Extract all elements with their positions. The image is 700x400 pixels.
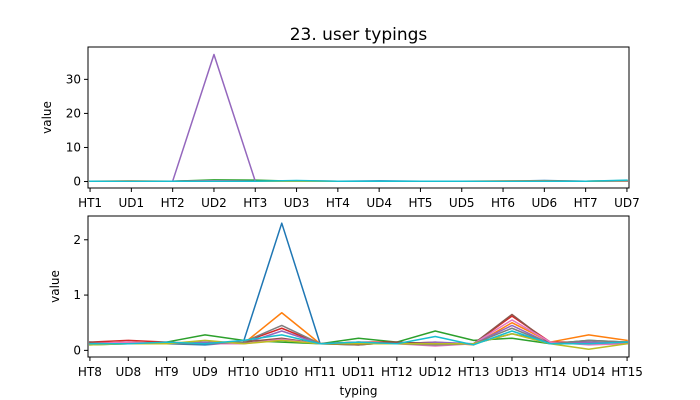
bottom-xtick-label: HT12 bbox=[381, 365, 413, 379]
plot-bottom: value typing 0 1 2 HT8 UD8 HT9 UD9 HT10 UD10 HT11… bbox=[48, 215, 643, 398]
bottom-xtick-label: UD12 bbox=[419, 365, 452, 379]
top-xtick-label: UD2 bbox=[201, 196, 227, 210]
top-ytick-label: 10 bbox=[66, 140, 81, 154]
plot-top-frame bbox=[87, 46, 630, 189]
bottom-xtick-label: HT13 bbox=[458, 365, 490, 379]
bottom-series-line-10 bbox=[89, 330, 628, 346]
bottom-xtick-label: UD9 bbox=[192, 365, 218, 379]
top-ytick-label: 0 bbox=[73, 175, 81, 189]
top-xtick-label: UD1 bbox=[119, 196, 145, 210]
plot-top: value 0 10 20 30 HT1 UD1 HT2 UD2 HT3 UD3 HT4 UD4 HT5… bbox=[40, 46, 640, 210]
bottom-xtick-label: HT14 bbox=[535, 365, 567, 379]
bottom-xtick-label: HT8 bbox=[78, 365, 102, 379]
bottom-xtick-label: UD14 bbox=[572, 365, 605, 379]
bottom-xtick-label: HT11 bbox=[304, 365, 336, 379]
top-xtick-label: HT3 bbox=[243, 196, 267, 210]
top-xtick-label: HT1 bbox=[78, 196, 102, 210]
bottom-xtick-label: UD13 bbox=[495, 365, 528, 379]
top-series-line-10 bbox=[89, 179, 628, 182]
bottom-series-line-3 bbox=[89, 330, 628, 346]
plot-bottom-ylabel: value bbox=[48, 270, 62, 303]
chart-title: 23. user typings bbox=[290, 25, 428, 45]
bottom-xtick-label: UD8 bbox=[115, 365, 141, 379]
top-xtick-label: HT2 bbox=[161, 196, 185, 210]
top-xtick-label: HT4 bbox=[326, 196, 350, 210]
top-xtick-label: HT5 bbox=[408, 196, 432, 210]
top-xtick-label: UD5 bbox=[449, 196, 475, 210]
bottom-ytick-label: 0 bbox=[73, 343, 81, 357]
bottom-xtick-label: HT15 bbox=[611, 365, 643, 379]
bottom-xtick-label: HT10 bbox=[228, 365, 260, 379]
top-ytick-label: 30 bbox=[66, 72, 81, 86]
bottom-ytick-label: 2 bbox=[73, 233, 81, 247]
bottom-xtick-label: HT9 bbox=[155, 365, 179, 379]
plot-bottom-xlabel: typing bbox=[340, 384, 378, 398]
top-xtick-label: UD4 bbox=[366, 196, 392, 210]
bottom-ytick-label: 1 bbox=[73, 288, 81, 302]
top-xtick-label: HT6 bbox=[491, 196, 515, 210]
top-xtick-label: UD7 bbox=[614, 196, 640, 210]
top-xtick-label: UD3 bbox=[284, 196, 310, 210]
top-ytick-label: 20 bbox=[66, 106, 81, 120]
bottom-xtick-label: UD10 bbox=[265, 365, 298, 379]
top-xtick-label: UD6 bbox=[532, 196, 558, 210]
top-xtick-label: HT7 bbox=[574, 196, 598, 210]
bottom-xtick-label: UD11 bbox=[342, 365, 375, 379]
plot-top-ylabel: value bbox=[40, 101, 54, 134]
